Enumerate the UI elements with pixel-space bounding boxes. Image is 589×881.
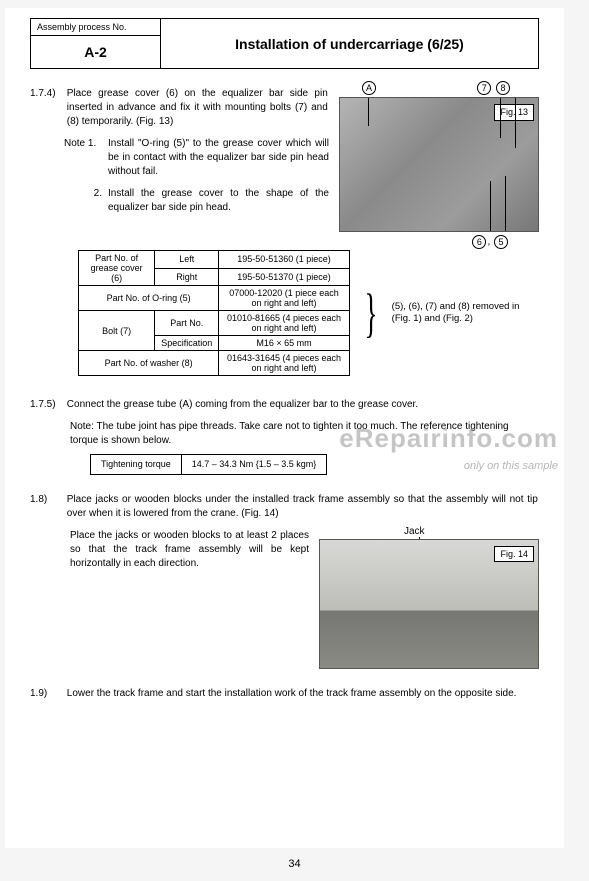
callout-7: 7 — [477, 81, 491, 95]
torque-value: 14.7 – 34.3 Nm {1.5 – 3.5 kgm} — [181, 455, 327, 475]
callout-5: 5 — [494, 235, 508, 249]
torque-label: Tightening torque — [91, 455, 182, 475]
brace-icon: } — [364, 289, 377, 338]
pt-left: Left — [155, 251, 219, 269]
pt-grease-cover: Part No. of grease cover (6) — [79, 251, 155, 286]
header-title: Installation of undercarriage (6/25) — [161, 19, 538, 68]
fig13-bottom-callouts: 6, 5 — [339, 235, 539, 250]
note2-label: 2. — [64, 187, 108, 215]
fig14-image: Fig. 14 — [319, 539, 539, 669]
step-175-num: 1.7.5) — [30, 398, 64, 412]
pt-left-val: 195-50-51360 (1 piece) — [219, 251, 349, 269]
fig13-image: Fig. 13 — [339, 97, 539, 232]
parts-table: Part No. of grease cover (6) Left 195-50… — [78, 250, 350, 376]
pt-washer: Part No. of washer (8) — [79, 351, 219, 376]
step-175-body: Connect the grease tube (A) coming from … — [67, 398, 538, 412]
step-18: 1.8) Place jacks or wooden blocks under … — [30, 493, 539, 669]
pt-oring-val: 07000-12020 (1 piece each on right and l… — [219, 286, 349, 311]
callout-A: A — [362, 81, 376, 95]
step-18-para2: Place the jacks or wooden blocks to at l… — [70, 529, 309, 669]
pt-right: Right — [155, 268, 219, 286]
callout-6: 6 — [472, 235, 486, 249]
process-number: A-2 — [31, 36, 160, 68]
pt-right-val: 195-50-51370 (1 piece) — [219, 268, 349, 286]
page-number: 34 — [0, 858, 589, 870]
step-175-note: Note: The tube joint has pipe threads. T… — [30, 420, 539, 448]
note1-text: Install "O-ring (5)" to the grease cover… — [108, 137, 329, 179]
process-label: Assembly process No. — [31, 19, 160, 36]
watermark-sub: only on this sample — [464, 460, 558, 472]
note2-text: Install the grease cover to the shape of… — [108, 187, 329, 215]
pt-bolt-pn: Part No. — [155, 311, 219, 336]
torque-table: Tightening torque 14.7 – 34.3 Nm {1.5 – … — [90, 454, 327, 475]
fig13-wrap: A 7 8 Fig. 13 6, 5 — [339, 97, 539, 232]
page: Assembly process No. A-2 Installation of… — [5, 8, 564, 848]
step-175: 1.7.5) Connect the grease tube (A) comin… — [30, 398, 539, 475]
pt-bolt-spec-val: M16 × 65 mm — [219, 336, 349, 351]
pt-washer-val: 01643-31645 (4 pieces each on right and … — [219, 351, 349, 376]
step-18-body: Place jacks or wooden blocks under the i… — [67, 493, 538, 521]
step-18-num: 1.8) — [30, 493, 64, 507]
step-19-num: 1.9) — [30, 687, 64, 701]
pt-bolt: Bolt (7) — [79, 311, 155, 351]
jack-label: Jack — [404, 525, 425, 539]
brace-note: (5), (6), (7) and (8) removed in (Fig. 1… — [392, 301, 539, 326]
step-174-text-col: 1.7.4) Place grease cover (6) on the equ… — [30, 87, 329, 232]
step-19-body: Lower the track frame and start the inst… — [67, 687, 538, 701]
fig14-wrap: Jack Fig. 14 — [319, 539, 539, 669]
parts-row: Part No. of grease cover (6) Left 195-50… — [78, 250, 539, 376]
pt-oring: Part No. of O-ring (5) — [79, 286, 219, 311]
step-19: 1.9) Lower the track frame and start the… — [30, 687, 539, 701]
fig14-label: Fig. 14 — [494, 546, 534, 563]
callout-8: 8 — [496, 81, 510, 95]
header-left: Assembly process No. A-2 — [31, 19, 161, 68]
step-174-body: Place grease cover (6) on the equalizer … — [67, 87, 328, 129]
step-174: 1.7.4) Place grease cover (6) on the equ… — [30, 87, 539, 232]
pt-bolt-pn-val: 01010-81665 (4 pieces each on right and … — [219, 311, 349, 336]
note1-label: Note 1. — [64, 137, 108, 179]
header-box: Assembly process No. A-2 Installation of… — [30, 18, 539, 69]
pt-bolt-spec: Specification — [155, 336, 219, 351]
step-174-num: 1.7.4) — [30, 87, 64, 101]
